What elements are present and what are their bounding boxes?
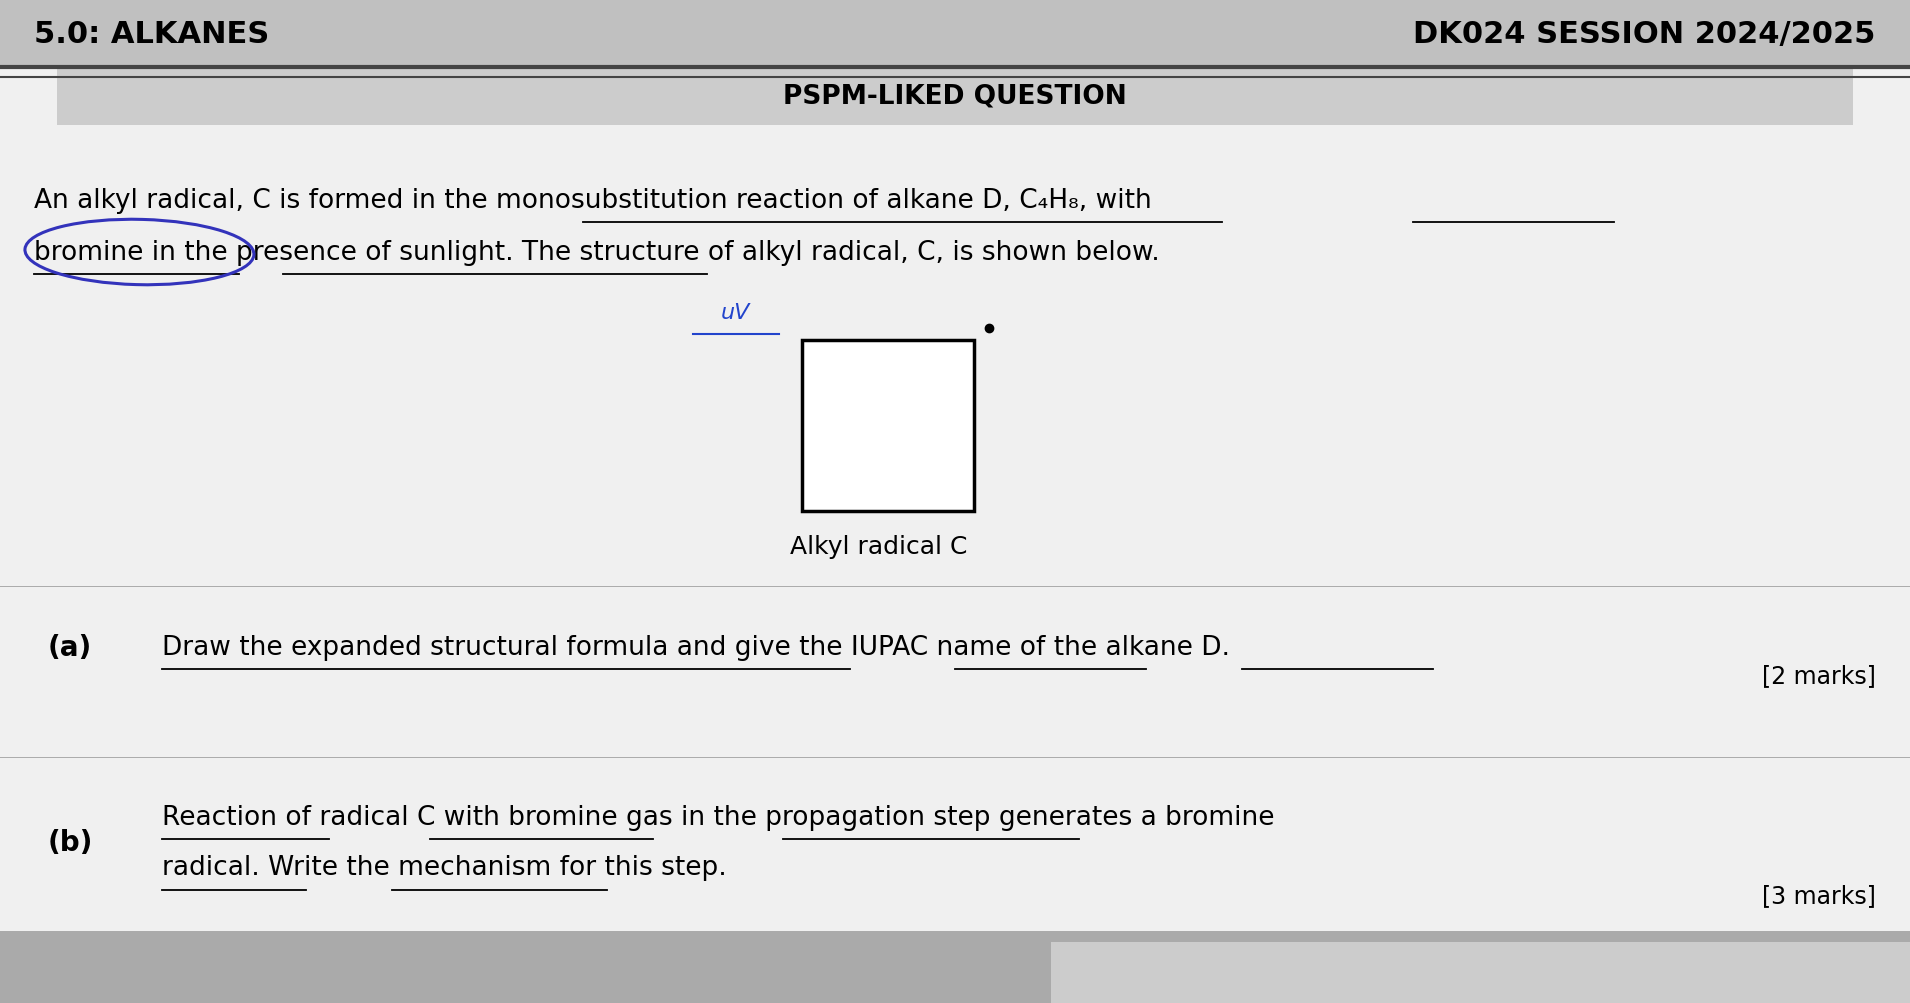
Bar xyxy=(1050,942,1910,1003)
Bar xyxy=(0,931,1910,1003)
Bar xyxy=(802,341,974,512)
Bar xyxy=(57,67,1853,125)
Text: radical. Write the mechanism for this step.: radical. Write the mechanism for this st… xyxy=(162,855,728,881)
Text: [2 marks]: [2 marks] xyxy=(1761,663,1876,687)
Bar xyxy=(0,0,1910,68)
Text: 5.0: ALKANES: 5.0: ALKANES xyxy=(34,20,269,48)
Text: (a): (a) xyxy=(48,633,92,661)
Text: (b): (b) xyxy=(48,828,94,857)
Text: [3 marks]: [3 marks] xyxy=(1761,884,1876,908)
Text: DK024 SESSION 2024/2025: DK024 SESSION 2024/2025 xyxy=(1413,20,1876,48)
Text: bromine in the presence of sunlight. The structure of alkyl radical, C, is shown: bromine in the presence of sunlight. The… xyxy=(34,240,1159,266)
Text: PSPM-LIKED QUESTION: PSPM-LIKED QUESTION xyxy=(783,83,1127,109)
Text: Reaction of radical C with bromine gas in the propagation step generates a bromi: Reaction of radical C with bromine gas i… xyxy=(162,804,1274,830)
Text: Alkyl radical C: Alkyl radical C xyxy=(791,535,966,559)
Text: Draw the expanded structural formula and give the IUPAC name of the alkane D.: Draw the expanded structural formula and… xyxy=(162,634,1230,660)
Text: An alkyl radical, C is formed in the monosubstitution reaction of alkane D, C₄H₈: An alkyl radical, C is formed in the mon… xyxy=(34,188,1152,214)
Text: uV: uV xyxy=(720,303,751,323)
